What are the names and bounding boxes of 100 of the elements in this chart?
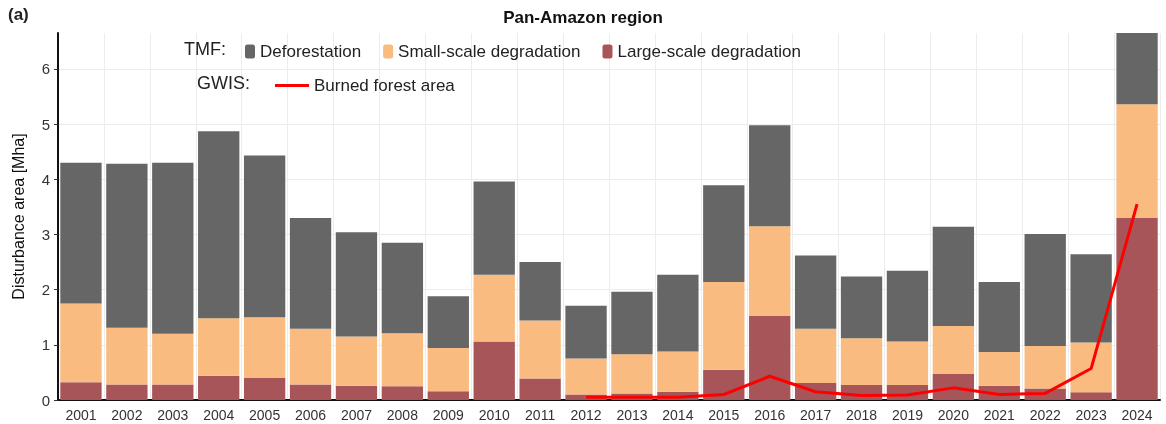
x-tick-label: 2010 <box>478 407 510 423</box>
x-tick-label: 2019 <box>891 407 924 423</box>
bar <box>749 226 791 317</box>
bar <box>289 384 332 400</box>
text: (a) <box>8 5 29 24</box>
bar <box>1070 342 1112 393</box>
x-tick-label: 2014 <box>662 407 694 423</box>
bar <box>427 348 469 392</box>
bar <box>519 320 561 379</box>
x-tick-label: 2004 <box>203 407 235 423</box>
bar <box>198 318 240 376</box>
x-tick-label: 2015 <box>708 407 740 423</box>
bar <box>381 333 424 387</box>
bar <box>152 384 194 400</box>
bar <box>886 270 929 342</box>
y-tick-label: 4 <box>41 170 50 188</box>
bar <box>703 281 745 370</box>
annotation: GWIS: <box>197 73 250 93</box>
bar <box>473 274 515 342</box>
bar <box>152 333 194 385</box>
bar <box>749 316 791 400</box>
bar <box>703 185 745 282</box>
bar <box>60 382 102 400</box>
bar <box>794 328 837 383</box>
x-tick-label: 2005 <box>249 407 281 423</box>
bar <box>657 351 699 392</box>
bar <box>1116 104 1158 218</box>
bar <box>886 341 929 386</box>
x-tick-label: 2023 <box>1075 407 1107 423</box>
bar <box>519 262 561 321</box>
x-tick-label: 2011 <box>525 407 556 423</box>
bar <box>565 305 607 359</box>
y-tick-label: 6 <box>41 60 50 78</box>
bar <box>1024 233 1066 346</box>
bar <box>106 163 148 328</box>
y-tick-label: 2 <box>41 281 50 299</box>
x-tick-label: 2022 <box>1029 407 1061 423</box>
bar <box>657 274 699 352</box>
bar <box>749 125 791 227</box>
legend-label: Large-scale degradation <box>617 42 801 61</box>
y-tick-label: 0 <box>41 391 50 409</box>
x-tick-label: 2020 <box>937 407 970 423</box>
bar <box>198 131 240 319</box>
bar <box>1116 33 1158 105</box>
bar <box>519 378 561 400</box>
bar <box>243 377 286 400</box>
x-tick-label: 2009 <box>432 407 465 423</box>
bar <box>106 384 148 400</box>
x-tick-label: 2007 <box>340 407 373 423</box>
bar <box>794 255 837 329</box>
bar <box>473 181 515 275</box>
x-tick-label: 2006 <box>294 407 327 423</box>
bar <box>978 351 1020 386</box>
bar <box>243 155 286 318</box>
bar <box>1070 254 1112 343</box>
bar <box>381 386 424 400</box>
bar <box>840 338 883 386</box>
x-tick-label: 2024 <box>1121 407 1153 423</box>
bar <box>840 276 883 339</box>
bar <box>335 232 378 337</box>
line-series <box>584 202 1139 399</box>
bar <box>60 303 102 383</box>
bar <box>473 341 515 400</box>
bar <box>978 281 1020 352</box>
bar <box>565 358 607 395</box>
bar <box>60 162 102 304</box>
bar <box>1070 392 1112 400</box>
bar <box>243 317 286 378</box>
bar <box>427 296 469 349</box>
bar <box>335 385 378 400</box>
bar <box>932 326 975 375</box>
y-tick-label: 3 <box>41 225 50 243</box>
x-tick-label: 2016 <box>754 407 786 423</box>
bar <box>335 336 378 386</box>
x-tick-label: 2021 <box>983 407 1016 423</box>
annotation: TMF: <box>184 39 227 59</box>
bar <box>1116 217 1158 400</box>
x-tick-label: 2012 <box>570 407 602 423</box>
x-tick-label: 2008 <box>386 407 419 423</box>
bar <box>152 162 194 334</box>
bar <box>289 217 332 329</box>
x-tick-label: 2001 <box>65 407 97 423</box>
x-tick-label: 2013 <box>616 407 648 423</box>
y-tick-label: 1 <box>41 336 50 354</box>
legend-label: Small-scale degradation <box>398 42 581 61</box>
bar <box>289 328 332 385</box>
bar <box>198 375 240 400</box>
bar <box>381 242 424 334</box>
y-tick-label: 5 <box>41 115 50 133</box>
x-tick-label: 2002 <box>111 407 143 423</box>
chart-title: Pan-Amazon region <box>503 8 663 27</box>
bar <box>1024 345 1066 389</box>
bar <box>932 226 975 327</box>
bar <box>427 391 469 400</box>
legend-label: Deforestation <box>260 42 362 61</box>
bar <box>106 327 148 385</box>
x-tick-label: 2018 <box>845 407 878 423</box>
x-tick-label: 2017 <box>800 407 832 423</box>
y-axis-title: Disturbance area [Mha] <box>9 133 27 300</box>
bar <box>611 291 653 355</box>
